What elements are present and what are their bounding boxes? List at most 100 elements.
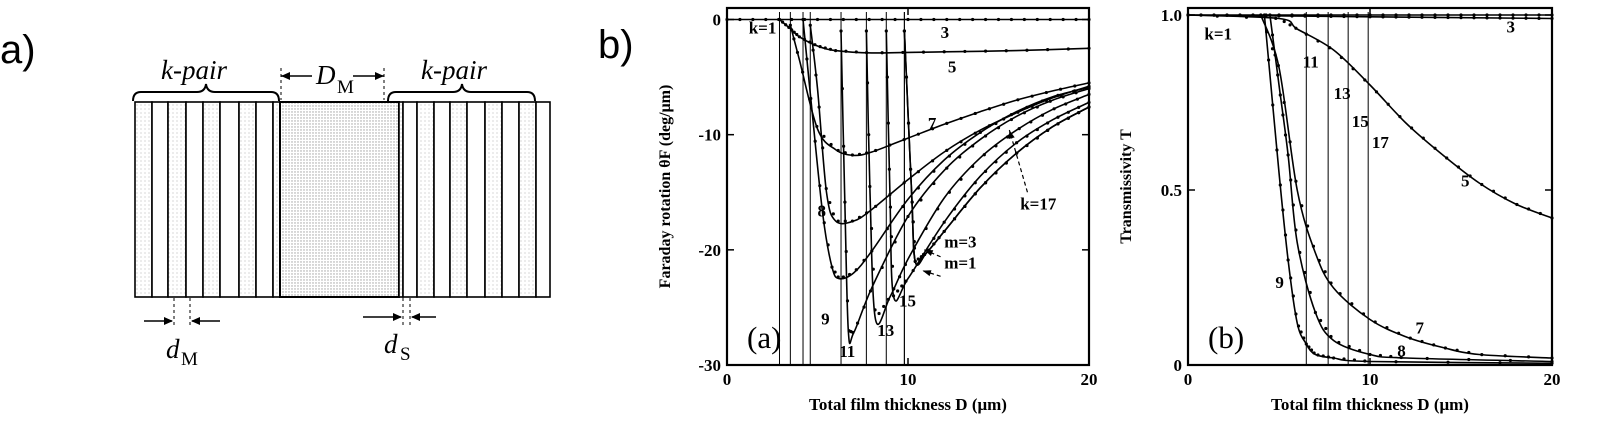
right-stack-layer [433, 101, 451, 298]
transmissivity-curve-label: 15 [1352, 112, 1369, 131]
transmissivity-series-point [1373, 320, 1377, 324]
faraday-curve-label: k=1 [749, 18, 777, 37]
faraday-curve-label: 15 [899, 291, 916, 310]
transmissivity-series-point [1381, 15, 1385, 19]
faraday-series-point [952, 207, 957, 211]
faraday-series-point [893, 240, 897, 244]
faraday-series-point [830, 265, 834, 269]
transmissivity-xtick-label: 20 [1544, 370, 1561, 389]
transmissivity-series-point [1397, 331, 1401, 335]
transmissivity-series-point [1270, 33, 1275, 37]
faraday-series-point [1058, 87, 1063, 91]
faraday-series-point [916, 186, 920, 190]
transmissivity-series-point [1550, 13, 1554, 17]
transmissivity-series-point [1467, 350, 1471, 355]
transmissivity-series-point [1503, 354, 1507, 358]
faraday-series-point [864, 29, 868, 33]
transmissivity-series-point [1389, 354, 1393, 359]
faraday-series-point [1087, 100, 1091, 105]
transmissivity-series-point [1420, 15, 1424, 19]
transmissivity-series-point [1312, 351, 1316, 355]
transmissivity-series-point [1276, 73, 1280, 77]
left-stack-layer [202, 101, 221, 298]
faraday-series-line [840, 30, 1090, 345]
faraday-series-point [916, 132, 920, 136]
transmissivity-series-point [1317, 258, 1321, 263]
transmissivity-series-point [1498, 361, 1502, 365]
transmissivity-series-point [1319, 318, 1323, 323]
transmissivity-series-point [1313, 310, 1317, 315]
faraday-series-line [789, 25, 1090, 157]
transmissivity-series-point [1267, 58, 1271, 62]
faraday-series-point [871, 267, 875, 271]
transmissivity-series-point [1296, 324, 1301, 328]
transmissivity-series-point [1385, 326, 1389, 330]
faraday-series-point [1015, 141, 1019, 145]
faraday-series-point [994, 171, 998, 175]
ds-label: d [384, 329, 398, 359]
faraday-series-point [1035, 17, 1039, 22]
faraday-series-point [1015, 151, 1019, 155]
faraday-series-point [1074, 91, 1078, 95]
faraday-series-point [982, 153, 986, 157]
faraday-series-point [1025, 134, 1029, 138]
faraday-series-point [813, 43, 817, 47]
transmissivity-series-point [1455, 348, 1459, 352]
transmissivity-series-point [1294, 26, 1298, 30]
faraday-curve-label: 3 [941, 23, 950, 42]
transmissivity-curve-label: 8 [1397, 341, 1406, 360]
faraday-curve-label: 5 [948, 57, 957, 76]
faraday-curve-label: 8 [818, 201, 827, 220]
transmissivity-series-point [1278, 183, 1282, 187]
faraday-series-point [1056, 93, 1060, 97]
left-stack-layer [167, 101, 187, 298]
transmissivity-series-point [1271, 103, 1275, 107]
faraday-curve-label: 13 [877, 321, 894, 340]
transmissivity-series-point [1323, 270, 1327, 274]
faraday-series-point [805, 57, 809, 61]
transmissivity-series-point [1283, 233, 1288, 237]
faraday-series-point [725, 17, 729, 22]
faraday-series-point [932, 17, 936, 22]
faraday-series-point [942, 220, 946, 224]
faraday-series-point [908, 167, 913, 171]
faraday-series-point [854, 268, 858, 272]
faraday-series-point [994, 160, 998, 164]
faraday-series-point [932, 181, 936, 186]
faraday-series-point [1052, 107, 1056, 111]
transmissivity-series-point [1298, 250, 1302, 255]
faraday-series-point [1009, 117, 1014, 122]
faraday-series-point [824, 186, 828, 191]
transmissivity-curve-label: 13 [1334, 84, 1351, 103]
transmissivity-series-point [1303, 14, 1307, 18]
faraday-series-point [1005, 135, 1010, 139]
transmissivity-series-point [1421, 136, 1425, 140]
transmissivity-series-point [1316, 14, 1320, 18]
faraday-series-point [1004, 161, 1008, 165]
faraday-series-point [913, 259, 917, 263]
faraday-series-point [869, 226, 874, 231]
transmissivity-series-point [1342, 14, 1346, 19]
transmissivity-ytick-label: 1.0 [1161, 6, 1182, 25]
faraday-series-point [902, 181, 906, 185]
right-stack-layer [535, 101, 551, 298]
transmissivity-series-point [1259, 13, 1263, 17]
faraday-panel-label: (a) [747, 320, 781, 355]
faraday-series-point [854, 50, 858, 54]
faraday-series-point [963, 194, 967, 198]
faraday-series-point [897, 275, 902, 279]
faraday-series-line [903, 30, 1090, 266]
faraday-series-point [963, 142, 967, 146]
faraday-series-point [1040, 99, 1045, 103]
faraday-series-point [818, 184, 822, 188]
faraday-series-point [922, 252, 927, 257]
faraday-series-point [919, 255, 924, 259]
faraday-series-point [994, 144, 998, 148]
faraday-series-point [1040, 113, 1045, 117]
faraday-series-point [996, 126, 1001, 130]
faraday-plot-frame [725, 6, 1091, 367]
transmissivity-series-point [1425, 356, 1429, 361]
faraday-annotation-arrowhead [1008, 130, 1015, 140]
transmissivity-x-axis-label: Total film thickness D (μm) [1271, 395, 1469, 414]
transmissivity-series-point [1281, 208, 1285, 212]
